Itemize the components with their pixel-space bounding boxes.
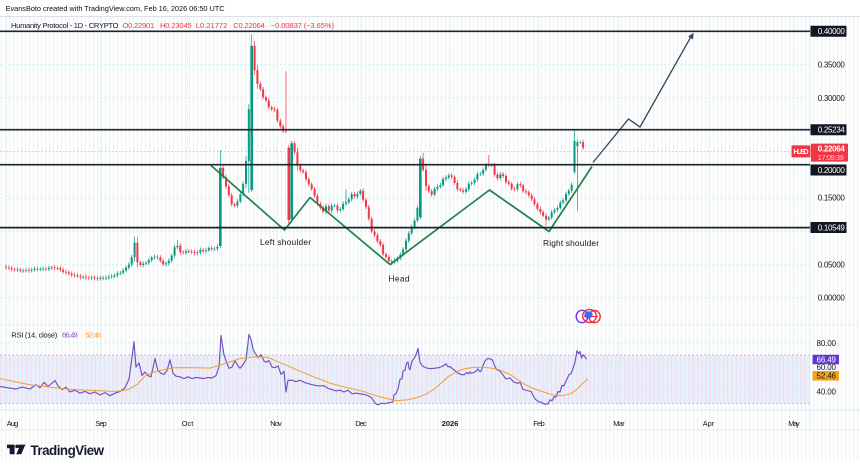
svg-text:80.00: 80.00 <box>817 339 837 348</box>
svg-text:Apr: Apr <box>703 419 715 428</box>
svg-text:0.10549: 0.10549 <box>818 223 846 232</box>
svg-text:RSI (14, close): RSI (14, close) <box>11 331 58 340</box>
svg-text:0.40000: 0.40000 <box>818 27 846 36</box>
svg-text:0.30000: 0.30000 <box>818 94 846 103</box>
svg-text:Dec: Dec <box>355 419 367 428</box>
svg-text:May: May <box>788 419 800 428</box>
svg-text:0.20000: 0.20000 <box>818 166 846 175</box>
svg-text:HUSD: HUSD <box>794 149 809 156</box>
svg-text:H0.23045: H0.23045 <box>160 21 192 30</box>
svg-text:0.05000: 0.05000 <box>818 260 846 269</box>
svg-text:0.15000: 0.15000 <box>818 193 846 202</box>
svg-text:66.49: 66.49 <box>62 331 78 340</box>
svg-text:Left shoulder: Left shoulder <box>260 237 311 247</box>
svg-text:Aug: Aug <box>7 419 19 428</box>
svg-text:66.49: 66.49 <box>817 355 837 364</box>
svg-text:Feb: Feb <box>533 419 545 428</box>
svg-text:40.00: 40.00 <box>817 387 837 396</box>
svg-text:0.22064: 0.22064 <box>818 145 846 154</box>
svg-text:Nov: Nov <box>270 419 282 428</box>
svg-text:0.25234: 0.25234 <box>818 126 846 135</box>
svg-text:C0.22064: C0.22064 <box>233 21 265 30</box>
svg-text:Sep: Sep <box>95 419 107 428</box>
svg-text:0.35000: 0.35000 <box>818 61 846 70</box>
svg-text:Mar: Mar <box>613 419 625 428</box>
svg-text:Oct: Oct <box>182 419 194 428</box>
svg-text:O0.22901: O0.22901 <box>123 21 155 30</box>
svg-text:−0.00837 (−3.65%): −0.00837 (−3.65%) <box>271 21 335 30</box>
svg-text:TradingView: TradingView <box>31 443 105 458</box>
svg-text:Head: Head <box>389 274 410 284</box>
svg-text:Humanity Protocol - 1D - CRYPT: Humanity Protocol - 1D - CRYPTO <box>11 21 119 30</box>
svg-text:60.00: 60.00 <box>817 363 837 372</box>
svg-text:52.46: 52.46 <box>86 331 102 340</box>
svg-text:17:09:39: 17:09:39 <box>818 153 844 162</box>
svg-text:Right shoulder: Right shoulder <box>543 238 599 248</box>
svg-text:0.00000: 0.00000 <box>818 294 846 303</box>
svg-text:EvansBoto created with Trading: EvansBoto created with TradingView.com, … <box>6 4 226 13</box>
svg-text:2026: 2026 <box>442 419 459 428</box>
svg-text:L0.21772: L0.21772 <box>196 21 228 30</box>
svg-text:52.46: 52.46 <box>817 372 837 381</box>
